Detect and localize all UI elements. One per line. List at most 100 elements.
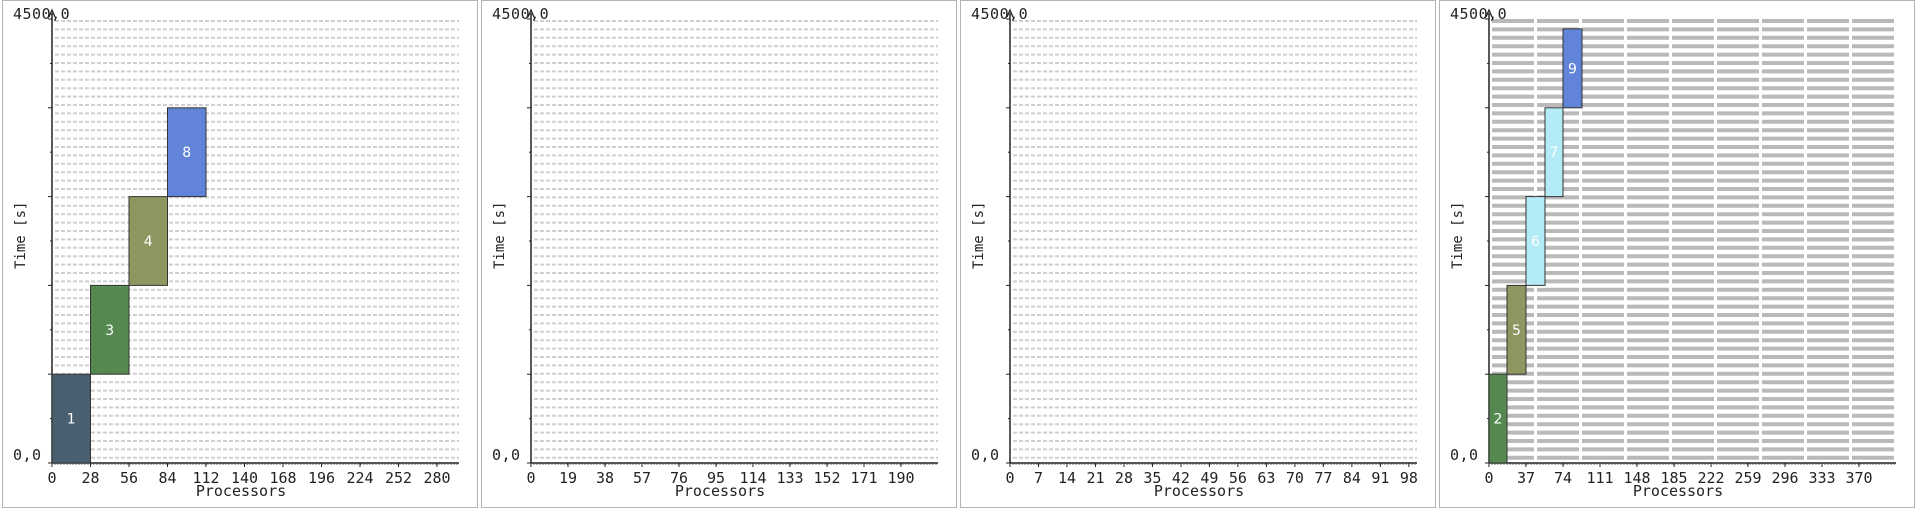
x-tick-label: 111 — [1586, 469, 1613, 487]
chart-svg-4: 0 37 74 111 148 185 222 259 296 333 370 2 5 6 7 9 — [1484, 8, 1896, 487]
x-tick-label: 0 — [1005, 469, 1014, 487]
job-label: 4 — [144, 234, 153, 250]
grid-lines — [534, 20, 938, 459]
x-tick-label: 70 — [1286, 469, 1304, 487]
x-tick-label: 76 — [670, 469, 688, 487]
y-axis-arrow — [1485, 8, 1493, 18]
job-bar: 2 — [1488, 373, 1508, 464]
job-label: 1 — [67, 412, 76, 428]
job-rect — [1562, 28, 1583, 109]
x-tick-label: 168 — [269, 469, 296, 487]
chart-panel-2: 0 19 38 57 76 95 114 133 152 171 190 4500,0 0,0 Ti… — [481, 0, 957, 508]
chart-svg-3: 0 7 14 21 28 35 42 49 56 63 70 77 84 91 98 — [1005, 8, 1418, 487]
x-axis-label: Processors — [674, 482, 766, 500]
job-rect — [90, 284, 130, 375]
x-tick-label: 0 — [526, 469, 535, 487]
x-tick-label: 77 — [1314, 469, 1332, 487]
job-bar: 5 — [1506, 284, 1527, 375]
y-axis-arrow — [1006, 8, 1014, 18]
x-tick-label: 28 — [1115, 469, 1133, 487]
x-tick-label: 38 — [596, 469, 614, 487]
grid-lines — [55, 20, 459, 459]
y-max-label: 4500,0 — [971, 5, 1029, 23]
job-rect — [1525, 196, 1546, 286]
x-tick-label: 21 — [1086, 469, 1104, 487]
x-tick-label: 63 — [1257, 469, 1275, 487]
x-tick-label: 296 — [1771, 469, 1798, 487]
x-axis-label: Processors — [195, 482, 287, 500]
x-tick-label: 14 — [1058, 469, 1076, 487]
x-tick-label: 7 — [1034, 469, 1043, 487]
grid-lines — [1013, 20, 1417, 459]
y-max-label: 4500,0 — [13, 5, 71, 23]
x-tick-label: 140 — [231, 469, 258, 487]
x-tick-label: 370 — [1845, 469, 1872, 487]
x-tick-label: 37 — [1517, 469, 1535, 487]
x-axis-label: Processors — [1632, 482, 1724, 500]
job-label: 6 — [1531, 234, 1540, 250]
x-tick-label: 84 — [1343, 469, 1361, 487]
x-tick-label: 224 — [346, 469, 373, 487]
x-tick-label: 190 — [887, 469, 914, 487]
x-tick-label: 148 — [1623, 469, 1650, 487]
x-axis-label: Processors — [1153, 482, 1245, 500]
x-tick-label: 185 — [1660, 469, 1687, 487]
job-rect — [1544, 107, 1564, 198]
y-axis-arrow — [48, 8, 56, 18]
x-tick-label: 56 — [120, 469, 138, 487]
x-tick-label: 333 — [1808, 469, 1835, 487]
y-min-label: 0,0 — [1450, 446, 1479, 464]
x-tick-label: 171 — [850, 469, 877, 487]
x-tick-label: 114 — [739, 469, 766, 487]
job-bar: 7 — [1544, 107, 1564, 198]
x-tick-label: 95 — [707, 469, 725, 487]
y-axis-label: Time [s] — [13, 201, 29, 269]
x-tick-label: 0 — [1484, 469, 1493, 487]
chart-panel-3: 0 7 14 21 28 35 42 49 56 63 70 77 84 91 98 4500,0 0,0 … — [960, 0, 1436, 508]
x-tick-label: 133 — [776, 469, 803, 487]
job-rect — [51, 373, 91, 464]
y-min-label: 0,0 — [492, 446, 521, 464]
x-tick-label: 280 — [423, 469, 450, 487]
x-tick-label: 84 — [158, 469, 176, 487]
chart-panel-1: 0 28 56 84 112 140 168 196 224 252 280 1 3 4 8 4500,0 … — [2, 0, 478, 508]
y-min-label: 0,0 — [13, 446, 42, 464]
x-tick-label: 74 — [1554, 469, 1572, 487]
x-tick-label: 152 — [813, 469, 840, 487]
x-tick-label: 91 — [1371, 469, 1389, 487]
y-min-label: 0,0 — [971, 446, 1000, 464]
x-tick-label: 28 — [81, 469, 99, 487]
x-tick-label: 42 — [1172, 469, 1190, 487]
job-bar: 1 — [51, 373, 91, 464]
y-axis-label: Time [s] — [492, 201, 508, 269]
grid-lines — [1492, 19, 1896, 460]
x-tick-label: 49 — [1200, 469, 1218, 487]
x-tick-label: 222 — [1697, 469, 1724, 487]
job-rect — [1488, 373, 1508, 464]
job-label: 3 — [105, 323, 114, 339]
x-tick-label: 196 — [308, 469, 335, 487]
x-tick-label: 56 — [1229, 469, 1247, 487]
job-bar: 9 — [1562, 28, 1583, 109]
job-rect — [1506, 284, 1527, 375]
chart-svg-2: 0 19 38 57 76 95 114 133 152 171 190 — [526, 8, 938, 487]
y-axis-arrow — [527, 8, 535, 18]
job-rect — [128, 196, 168, 286]
y-axis-label: Time [s] — [1450, 201, 1466, 269]
job-rect — [167, 107, 207, 198]
job-label: 9 — [1568, 61, 1577, 77]
job-bar: 8 — [167, 107, 207, 198]
job-label: 8 — [182, 145, 191, 161]
x-tick-label: 35 — [1143, 469, 1161, 487]
x-tick-label: 259 — [1734, 469, 1761, 487]
chart-svg-1: 0 28 56 84 112 140 168 196 224 252 280 1 3 4 8 — [47, 8, 459, 487]
x-tick-label: 19 — [559, 469, 577, 487]
x-tick-label: 112 — [192, 469, 219, 487]
x-tick-label: 98 — [1400, 469, 1418, 487]
job-label: 2 — [1494, 412, 1503, 428]
chart-panel-4: 0 37 74 111 148 185 222 259 296 333 370 2 5 6 7 9 4500,… — [1439, 0, 1915, 508]
y-axis-label: Time [s] — [971, 201, 987, 269]
y-max-label: 4500,0 — [492, 5, 550, 23]
x-tick-label: 252 — [385, 469, 412, 487]
job-bar: 3 — [90, 284, 130, 375]
